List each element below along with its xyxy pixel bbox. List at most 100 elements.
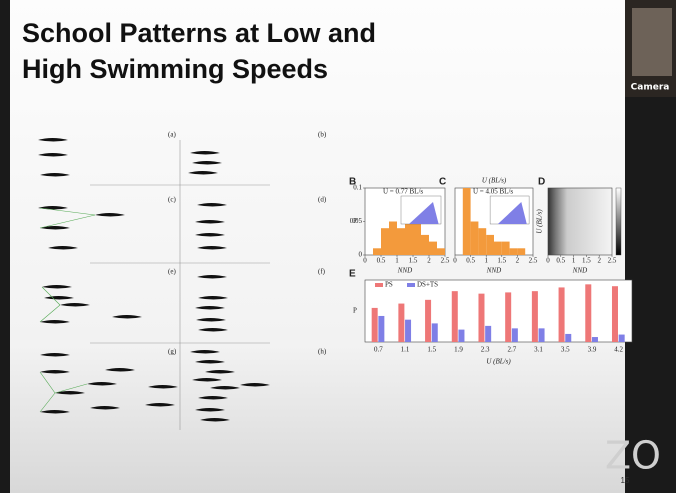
x-tick-label: 0	[546, 257, 550, 265]
panel-label: (a)	[168, 131, 176, 139]
fish	[195, 360, 225, 364]
bar	[585, 284, 592, 342]
x-tick-label: 3.1	[534, 346, 543, 354]
bar	[485, 325, 492, 342]
fish	[197, 203, 227, 207]
bar	[505, 292, 512, 342]
bar	[458, 329, 465, 342]
x-tick-label: 1.5	[427, 346, 436, 354]
x-tick-label: 2.5	[608, 257, 617, 265]
x-tick-label: 1.5	[409, 257, 418, 265]
histogram-bar	[421, 234, 429, 255]
fish	[195, 306, 225, 310]
slide-title-line: School Patterns at Low and	[22, 18, 376, 48]
bar	[531, 291, 538, 342]
inset-distribution	[497, 202, 527, 224]
histogram-bar	[478, 228, 487, 255]
fish	[195, 408, 225, 412]
x-tick-label: 1	[484, 257, 488, 265]
y-tick-label: 0.05	[350, 217, 363, 225]
x-tick-label: 1.5	[497, 257, 506, 265]
fish	[38, 138, 68, 142]
fish	[198, 328, 228, 332]
histogram-bar	[486, 234, 494, 255]
neighbor-link	[39, 392, 56, 413]
fish	[40, 353, 70, 357]
x-tick-label: 0.5	[466, 257, 475, 265]
bar	[591, 337, 598, 342]
fish	[192, 378, 222, 382]
histogram-bar	[413, 221, 421, 255]
bar	[398, 303, 405, 342]
histogram-bar	[373, 248, 381, 255]
fish	[195, 233, 225, 237]
fish	[55, 391, 85, 395]
bar	[538, 328, 545, 342]
bar	[451, 291, 458, 342]
bar	[511, 328, 518, 342]
heatmap	[547, 187, 613, 256]
camera-label: Camera	[631, 83, 670, 93]
annotation: U = 0.77 BL/s	[383, 188, 423, 196]
annotation: U = 4.05 BL/s	[473, 188, 513, 196]
fish	[40, 320, 70, 324]
fish	[240, 383, 270, 387]
x-tick-label: 3.5	[561, 346, 570, 354]
x-tick-label: 1.5	[582, 257, 591, 265]
fish	[148, 385, 178, 389]
x-tick-label: 2	[597, 257, 601, 265]
panel-label: C	[439, 177, 446, 188]
bar	[371, 307, 378, 342]
legend-label: DS+TS	[417, 281, 438, 289]
histogram-bar	[429, 241, 437, 255]
neighbor-link	[39, 207, 96, 216]
bar	[431, 323, 438, 342]
neighbor-link	[39, 371, 56, 394]
panel-label: D	[538, 177, 545, 188]
fish	[87, 382, 117, 386]
neighbor-link	[54, 383, 88, 394]
colorbar	[615, 187, 622, 256]
panel-label: (h)	[318, 348, 327, 356]
neighbor-link	[41, 286, 61, 306]
histogram-bar	[470, 221, 479, 255]
x-tick-label: 4.2	[614, 346, 623, 354]
fish	[197, 275, 227, 279]
fish	[42, 285, 72, 289]
histogram-bar	[462, 188, 471, 255]
x-tick-label: 3.9	[588, 346, 597, 354]
bar	[478, 293, 485, 342]
x-tick-label: 1	[572, 257, 576, 265]
x-tick-label: 0	[453, 257, 457, 265]
fish	[198, 396, 228, 400]
legend-swatch	[375, 283, 383, 287]
histogram-bar	[494, 241, 502, 255]
histogram-bar	[517, 248, 526, 255]
legend-label: PS	[385, 281, 393, 289]
panel-label: (g)	[168, 348, 177, 356]
bar	[425, 299, 432, 342]
bar	[611, 286, 618, 342]
bar	[378, 315, 385, 342]
fish	[105, 368, 135, 372]
x-tick-label: 2	[427, 257, 431, 265]
histogram-bar	[389, 221, 397, 255]
y-axis-label: P	[353, 217, 357, 225]
zoom-watermark: ZO	[605, 434, 661, 478]
fish	[48, 246, 78, 250]
x-tick-label: 1.9	[454, 346, 463, 354]
fish	[145, 403, 175, 407]
x-tick-label: 0.5	[377, 257, 386, 265]
x-axis-label: NND	[572, 267, 587, 275]
x-tick-label: 1.1	[401, 346, 410, 354]
panel-label: (e)	[168, 268, 176, 276]
fish	[197, 246, 227, 250]
panel-label: (d)	[318, 196, 327, 204]
fish	[112, 315, 142, 319]
x-axis-label: NND	[486, 267, 501, 275]
fish	[192, 161, 222, 165]
fish	[40, 370, 70, 374]
neighbor-link	[39, 304, 61, 323]
y-axis-label: U (BL/s)	[536, 209, 544, 234]
